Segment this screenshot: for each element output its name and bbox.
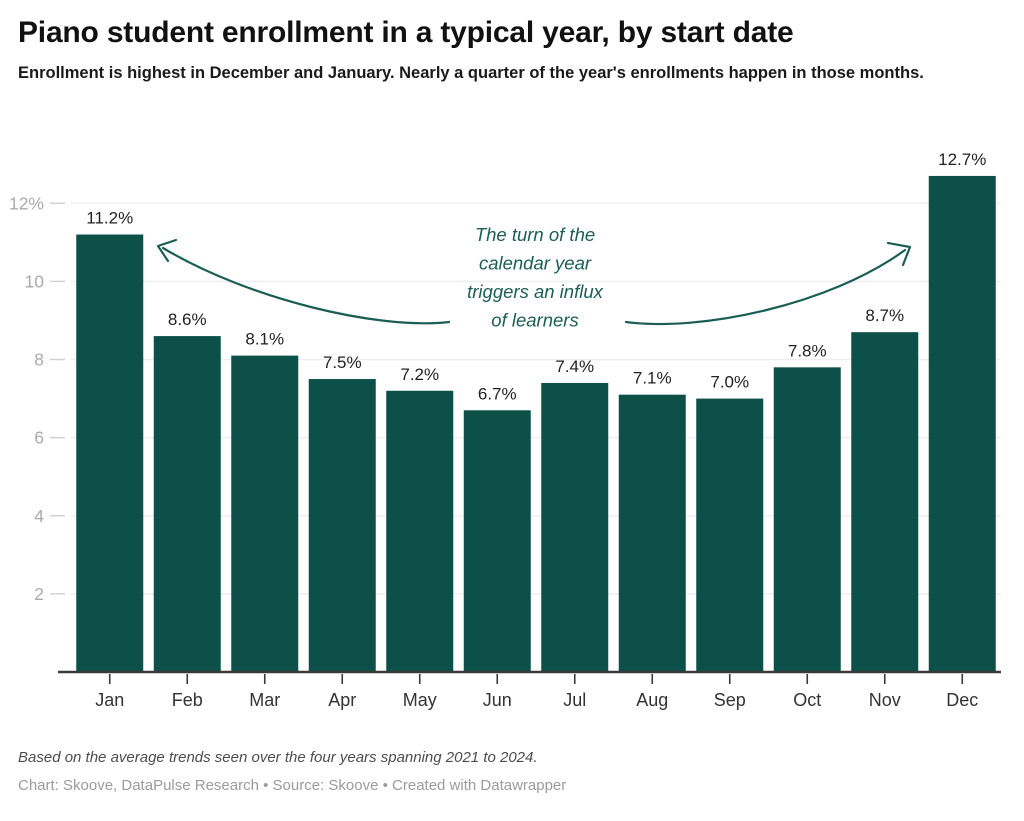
bar-value-label: 8.1% <box>245 330 284 349</box>
x-axis-tick-label: Nov <box>869 690 901 710</box>
y-axis-tick-label: 10 <box>25 271 45 291</box>
y-axis-tick-label: 12% <box>9 193 44 213</box>
bar-value-label: 8.7% <box>865 306 904 325</box>
bar-oct <box>773 367 841 672</box>
x-axis-tick-label: Aug <box>636 690 668 710</box>
annotation-arrow-left-head <box>156 238 178 263</box>
gridlines-group <box>71 202 1001 595</box>
bar-value-label: 7.5% <box>323 353 362 372</box>
bar-value-label: 8.6% <box>168 310 207 329</box>
annotation-line: calendar year <box>479 253 592 274</box>
chart-footer: Based on the average trends seen over th… <box>18 748 1006 795</box>
y-axis-tick-label: 8 <box>34 350 44 370</box>
annotation-line: The turn of the <box>475 224 595 245</box>
bar-aug <box>618 394 686 672</box>
x-axis-tick-label: Sep <box>714 690 746 710</box>
bar-value-labels-group: 11.2% 8.6% 8.1% 7.5% 7.2% 6.7% 7.4% 7.1% 7.0% 7.8… <box>86 150 986 403</box>
chart-header: Piano student enrollment in a typical ye… <box>0 0 1024 85</box>
annotation-line: of learners <box>491 310 578 331</box>
x-axis-tick-label: Jan <box>95 690 124 710</box>
annotation-arrow-right-head <box>886 241 912 267</box>
bar-sep <box>696 398 764 672</box>
annotation-arrow-left <box>161 246 451 325</box>
annotation-line: triggers an influx <box>467 281 603 302</box>
bar-nov <box>851 332 919 672</box>
bars-group <box>76 175 996 673</box>
bar-feb <box>153 336 221 672</box>
chart-subtitle: Enrollment is highest in December and Ja… <box>18 63 924 82</box>
y-axis-tick-label: 4 <box>34 506 44 526</box>
bar-jun <box>463 410 531 672</box>
bar-dec <box>928 175 996 673</box>
bar-value-label: 7.2% <box>400 365 439 384</box>
page-title: Piano student enrollment in a typical ye… <box>18 16 794 49</box>
bar-jan <box>76 234 144 672</box>
bar-value-label: 7.4% <box>555 357 594 376</box>
bar-may <box>386 390 454 672</box>
bar-value-label: 6.7% <box>478 384 517 403</box>
footer-credit: Chart: Skoove, DataPulse Research • Sour… <box>18 776 567 794</box>
bar-value-label: 11.2% <box>86 209 133 228</box>
x-axis-tick-label: Apr <box>328 690 356 710</box>
bar-value-label: 7.0% <box>710 373 749 392</box>
bar-value-label: 12.7% <box>938 150 986 169</box>
footer-note: Based on the average trends seen over th… <box>18 749 538 766</box>
x-axis-labels-group: Jan Feb Mar Apr May Jun Jul Aug Sep Oct Nov Dec <box>95 690 978 710</box>
bar-mar <box>231 355 299 672</box>
y-axis-tick-label: 2 <box>34 584 44 604</box>
x-axis-tick-label: Jun <box>483 690 512 710</box>
x-axis-tick-label: May <box>403 690 437 710</box>
bar-value-label: 7.1% <box>633 369 672 388</box>
bar-value-label: 7.8% <box>788 341 827 360</box>
x-axis-tick-label: Mar <box>249 690 280 710</box>
y-axis-tick-label: 6 <box>34 428 44 448</box>
x-axis-tick-label: Jul <box>563 690 586 710</box>
annotation-arrow-right <box>624 248 907 326</box>
bar-jul <box>541 382 609 672</box>
x-axis-tick-label: Oct <box>793 690 821 710</box>
axis-group <box>58 670 1001 684</box>
annotation-group: The turn of the calendar year triggers an … <box>156 224 912 331</box>
bar-apr <box>308 379 376 672</box>
x-axis-tick-label: Dec <box>946 690 978 710</box>
y-axis-labels-group: 2 4 6 8 10 12% <box>9 193 65 604</box>
x-axis-tick-label: Feb <box>172 690 203 710</box>
